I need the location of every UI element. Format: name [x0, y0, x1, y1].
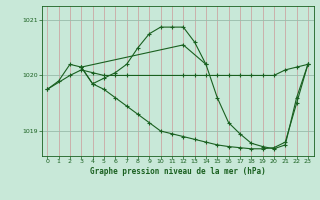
X-axis label: Graphe pression niveau de la mer (hPa): Graphe pression niveau de la mer (hPa) — [90, 167, 266, 176]
